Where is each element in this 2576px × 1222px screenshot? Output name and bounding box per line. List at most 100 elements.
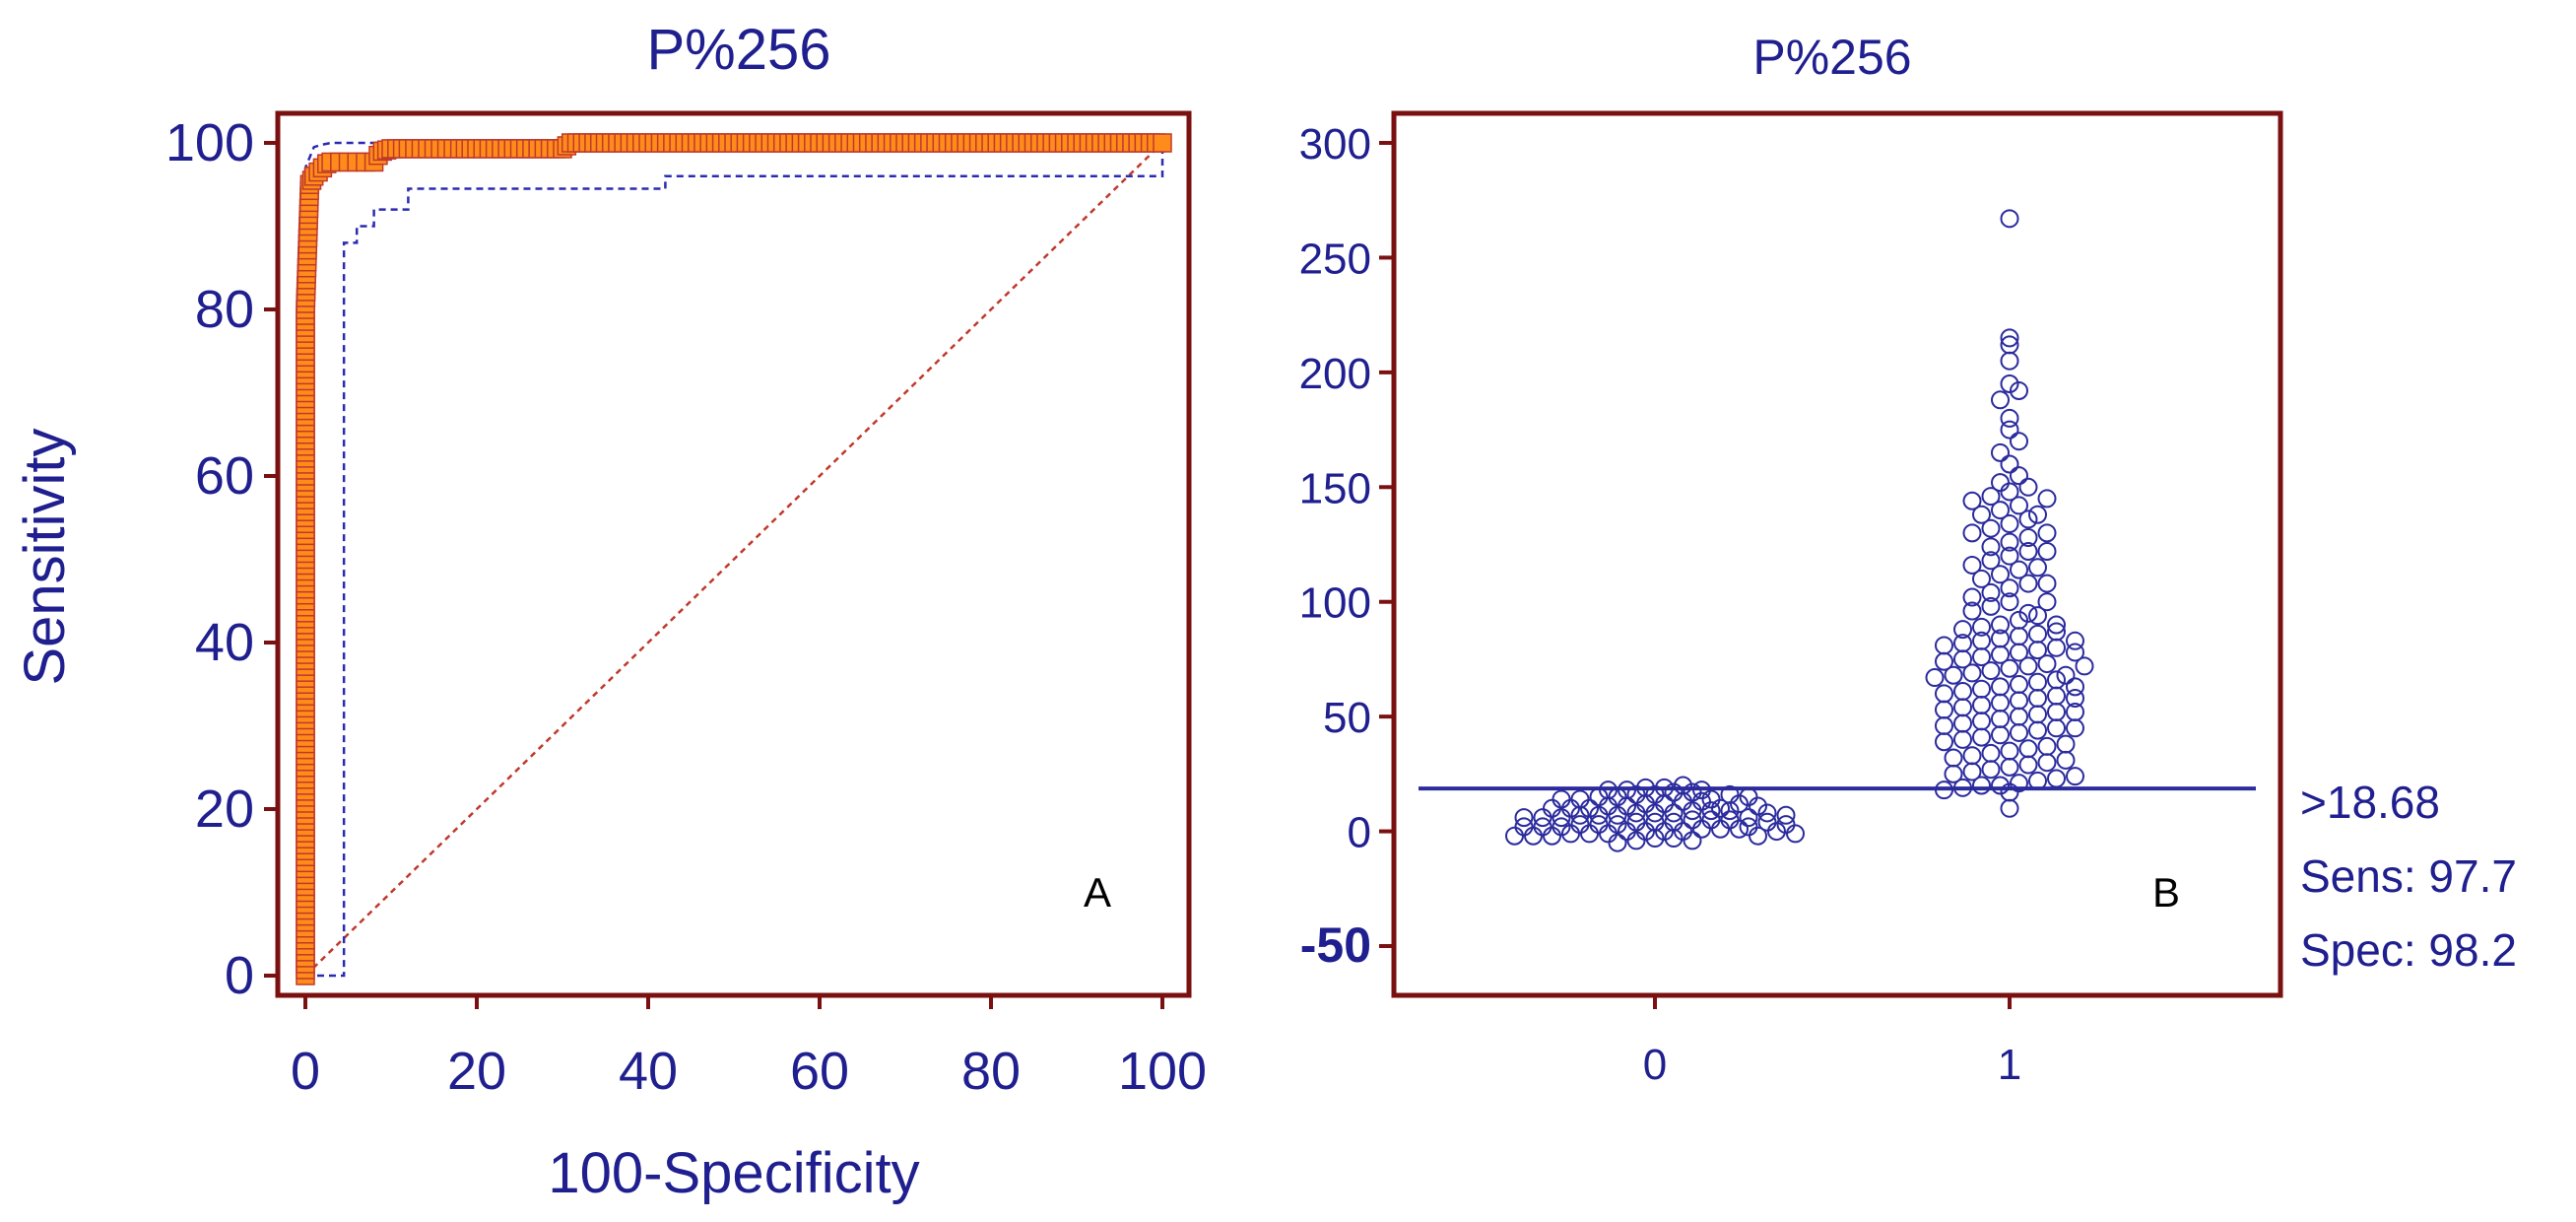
dot-point (2028, 624, 2047, 644)
roc-x-tick-label: 80 (961, 1042, 1021, 1101)
dot-point (2047, 718, 2066, 738)
dot-point (2066, 718, 2084, 738)
dot-point (1683, 782, 1702, 802)
roc-curve (296, 133, 1172, 985)
dot-point (2075, 656, 2094, 676)
dot-point (2000, 454, 2019, 474)
dot-point (2037, 489, 2057, 509)
dot-point (2010, 691, 2028, 711)
dot-point (1972, 776, 1991, 795)
dot-plot-area (1419, 209, 2256, 852)
dot-point (1757, 812, 1777, 832)
dot-point (2028, 672, 2047, 692)
dot-point (1570, 815, 1590, 835)
dot-point (1757, 803, 1777, 823)
dot-point (1991, 501, 2010, 520)
dot-point (2047, 686, 2066, 706)
dot-point (1991, 442, 2010, 462)
dot-point (1972, 617, 1991, 637)
dot-point (1683, 810, 1702, 830)
dot-point (1608, 787, 1627, 807)
dot-point (1935, 715, 1953, 735)
dot-point (1991, 629, 2010, 648)
dot-point (1953, 698, 1972, 717)
dot-point (2018, 509, 2038, 529)
dot-point (2066, 702, 2084, 721)
dot-point (2066, 677, 2084, 697)
dot-point (1972, 505, 1991, 524)
dot-point (2028, 606, 2047, 626)
dot-point (2037, 736, 2057, 756)
dot-point (1570, 789, 1590, 809)
dot-point (2047, 702, 2066, 721)
dot-point (1692, 819, 1711, 839)
dot-point (1944, 764, 1963, 783)
dot-point (2037, 574, 2057, 593)
dot-point (2000, 335, 2019, 355)
dot-point (1991, 645, 2010, 664)
dot-point (2056, 734, 2076, 754)
dot-point (1543, 826, 1561, 846)
dot-point (1991, 473, 2010, 493)
roc-ci-lower (305, 143, 1164, 978)
dot-y-tick-label: 300 (1299, 120, 1371, 169)
roc-y-tick-label: 20 (195, 780, 254, 839)
dot-point (1953, 713, 1972, 733)
dot-point (1514, 817, 1534, 837)
dot-point (2047, 670, 2066, 690)
dot-point (2018, 739, 2038, 759)
dot-point (2028, 558, 2047, 577)
dot-point (1645, 829, 1665, 849)
dot-point (1981, 487, 2001, 507)
dot-point (1981, 743, 2001, 763)
dot-point (1626, 831, 1646, 850)
dot-point (2000, 209, 2019, 229)
dot-point (1552, 817, 1571, 837)
dot-point (2000, 578, 2019, 598)
dot-point (1720, 784, 1740, 804)
dot-point (1664, 782, 1684, 802)
cutoff-sensitivity-label: Sens: 97.7 (2300, 850, 2517, 902)
dot-point (1664, 829, 1684, 849)
dot-point (2000, 482, 2019, 502)
dot-point (2047, 769, 2066, 788)
dot-point (1599, 824, 1618, 844)
dot-point (1739, 787, 1758, 807)
dot-point (1655, 778, 1674, 797)
dot-point (2000, 546, 2019, 566)
dot-point (1645, 784, 1665, 804)
roc-y-tick-label: 40 (195, 613, 254, 672)
roc-panel-letter: A (1084, 869, 1111, 916)
roc-x-tick-label: 60 (790, 1042, 849, 1101)
dot-point (1953, 682, 1972, 702)
dot-point (1953, 649, 1972, 669)
dot-point (2028, 771, 2047, 790)
roc-y-tick-label: 80 (195, 280, 254, 339)
dot-point (1962, 663, 1982, 683)
dot-point (1935, 684, 1953, 704)
cutoff-value-label: >18.68 (2300, 777, 2440, 828)
dot-plot-panel-letter: B (2152, 869, 2180, 916)
dot-point (1991, 615, 2010, 635)
dot-point (1981, 760, 2001, 780)
dot-point (1981, 596, 2001, 616)
dot-point (2028, 641, 2047, 660)
dot-point (2047, 638, 2066, 657)
dot-point (2037, 753, 2057, 773)
dot-point (1972, 647, 1991, 667)
dot-point (1580, 824, 1599, 844)
roc-x-axis-label: 100-Specificity (548, 1141, 919, 1205)
dot-point (1533, 817, 1552, 837)
dot-point (1626, 784, 1646, 804)
dot-point (1514, 808, 1534, 828)
dot-point (1972, 679, 1991, 699)
dot-point (1972, 712, 1991, 731)
dot-point (2010, 627, 2028, 646)
dot-point (2010, 380, 2028, 400)
dot-point (2000, 420, 2019, 440)
dot-point (1981, 537, 2001, 557)
dot-point (2010, 774, 2028, 793)
roc-plot-area (296, 133, 1172, 985)
roc-y-tick-label: 60 (195, 446, 254, 506)
roc-y-axis-label: Sensitivity (13, 428, 77, 685)
